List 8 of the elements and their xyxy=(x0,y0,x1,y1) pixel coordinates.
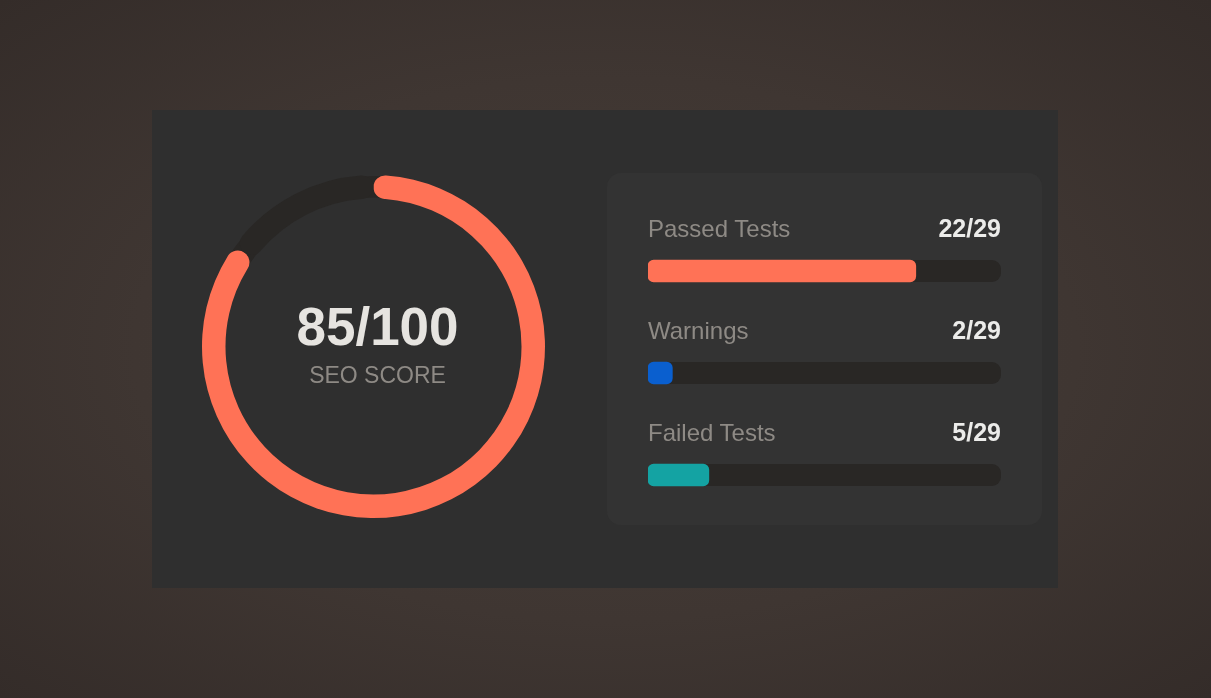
data-label: 5/29 xyxy=(952,417,1001,446)
text: SEO SCORE xyxy=(309,361,446,388)
y-tick-label: Failed Tests xyxy=(648,418,776,446)
data-label: 22/29 xyxy=(938,213,1001,242)
data-label: 85/100 xyxy=(296,297,459,357)
y-tick-label: Warnings xyxy=(648,316,749,344)
y-tick-label: Passed Tests xyxy=(648,214,791,242)
data-label: 2/29 xyxy=(952,315,1001,344)
